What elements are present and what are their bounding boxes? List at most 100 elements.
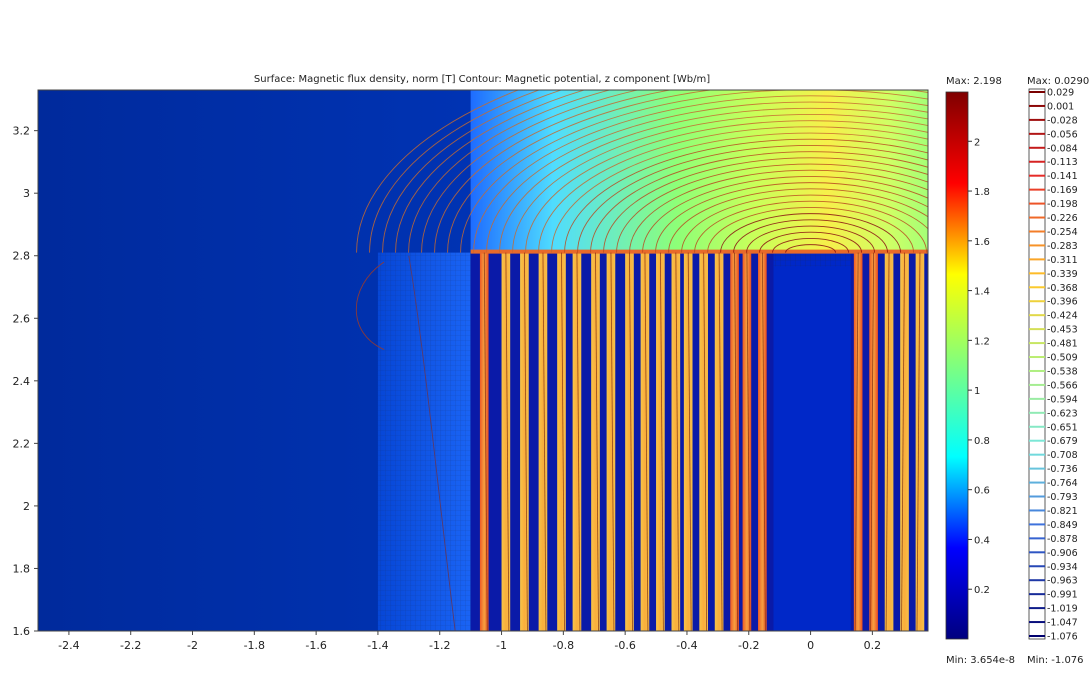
contour-level-label: -0.339 [1047,269,1078,280]
colorbar-max-label: Max: 2.198 [946,76,1002,87]
contour-line [577,144,928,253]
contour-line [505,252,510,631]
contour-legend-min-label: Min: -1.076 [1027,655,1084,666]
conductor-strip [915,252,925,631]
contour-level-label: -0.056 [1047,129,1078,140]
x-tick-label: -0.2 [738,639,759,652]
contour-level-label: -0.028 [1047,115,1078,126]
conductor-strip [683,252,693,631]
contour-level-label: -0.963 [1047,576,1078,587]
contour-level-label: -1.019 [1047,604,1078,615]
conductor-strip [900,252,909,631]
colorbar-scale [945,91,969,640]
contour-level-label: -0.764 [1047,478,1078,489]
contour-line [524,252,528,631]
contour-line [733,219,889,253]
contour-level-label: -0.651 [1047,422,1078,433]
contour-level-label: 0.029 [1047,88,1074,99]
contour-line [854,252,859,631]
x-axis: -2.4 -2.2 -2 -1.8 -1.6 -1.4 -1.2 -1 -0.8 -0.6 -0.4… [58,631,881,652]
contour-level-label: -0.509 [1047,353,1078,364]
contour-level-label: -0.849 [1047,520,1078,531]
contour-line [746,225,876,253]
contour-line [734,252,738,631]
contour-line [382,90,563,253]
contour-line [551,132,928,253]
contour-line [870,252,875,631]
contour-line [655,182,928,253]
colorbar-tick-label: 0.2 [974,585,990,596]
air-gap-band [470,249,928,254]
contour-line [785,244,837,253]
contour-line [629,169,928,253]
contour-level-label: -0.538 [1047,366,1078,377]
contour-level-label: -0.708 [1047,450,1078,461]
center-mesh [773,252,851,267]
contour-level-label: -0.198 [1047,199,1078,210]
contour-line [408,90,612,253]
contour-line [681,194,928,253]
contour-line [916,252,921,631]
plot-frame [37,89,929,632]
contour-level-label: 0.001 [1047,101,1074,112]
y-tick-label: 2.4 [13,375,31,388]
contour-line [434,90,673,253]
contour-line [595,252,599,631]
conductor-strip [699,252,708,631]
y-tick-label: 3.2 [13,125,31,138]
contour-level-label: -0.113 [1047,157,1078,168]
y-tick-label: 2.2 [13,437,31,450]
contour-line [421,90,640,253]
contour-line [525,120,928,253]
contour-level-label: -0.396 [1047,297,1078,308]
contour-level-label: -1.076 [1047,632,1078,643]
contour-line [746,252,751,631]
conductor-strip [591,252,600,631]
contour-line [564,138,928,253]
contour-level-label: -0.254 [1047,227,1078,238]
conductor-strip [853,252,863,631]
y-tick-label: 3 [23,187,30,200]
contour-line [703,252,708,631]
x-tick-label: -2.2 [120,639,141,652]
contour-line [694,200,928,253]
x-tick-label: 0.2 [864,639,882,652]
contour-line [512,113,928,253]
x-tick-label: -2.4 [58,639,79,652]
contour-level-label: -0.311 [1047,255,1078,266]
contour-line [576,252,581,631]
colorbar-tick-label: 1 [974,386,980,397]
conductor-strip [520,252,529,631]
contour-level-label: -0.453 [1047,325,1078,336]
colorbar-tick-label: 1.6 [974,237,990,248]
contour-line [659,252,664,631]
contour-line [759,231,863,253]
x-tick-label: -0.4 [676,639,697,652]
contour-level-label: -0.821 [1047,506,1078,517]
conductor-strip [742,252,752,631]
plot-title: Surface: Magnetic flux density, norm [T]… [254,74,710,85]
contour-line [561,252,565,631]
contour-level-label: -0.141 [1047,171,1078,182]
contour-level-label: -0.283 [1047,241,1078,252]
colorbar-tick-label: 1.4 [974,287,990,298]
contour-line [718,252,723,631]
contour-line [687,252,692,631]
colorbar-tick-label: 1.2 [974,336,990,347]
contour-level-label: -0.991 [1047,590,1078,601]
contour-legend-max-label: Max: 0.0290 [1027,76,1089,87]
conductor-strip [730,252,739,631]
contour-level-label: -0.934 [1047,562,1078,573]
contour-line [486,101,928,253]
colorbar-tick-label: 0.4 [974,535,990,546]
conductor-strip [869,252,878,631]
contour-line [460,90,928,253]
contour-level-label: -0.906 [1047,548,1078,559]
contour-line [408,255,456,631]
contour-line [616,163,928,253]
mesh-overlay [377,252,471,631]
center-pole-region [773,252,851,631]
contour-line [590,151,928,253]
conductor-strip [714,252,724,631]
